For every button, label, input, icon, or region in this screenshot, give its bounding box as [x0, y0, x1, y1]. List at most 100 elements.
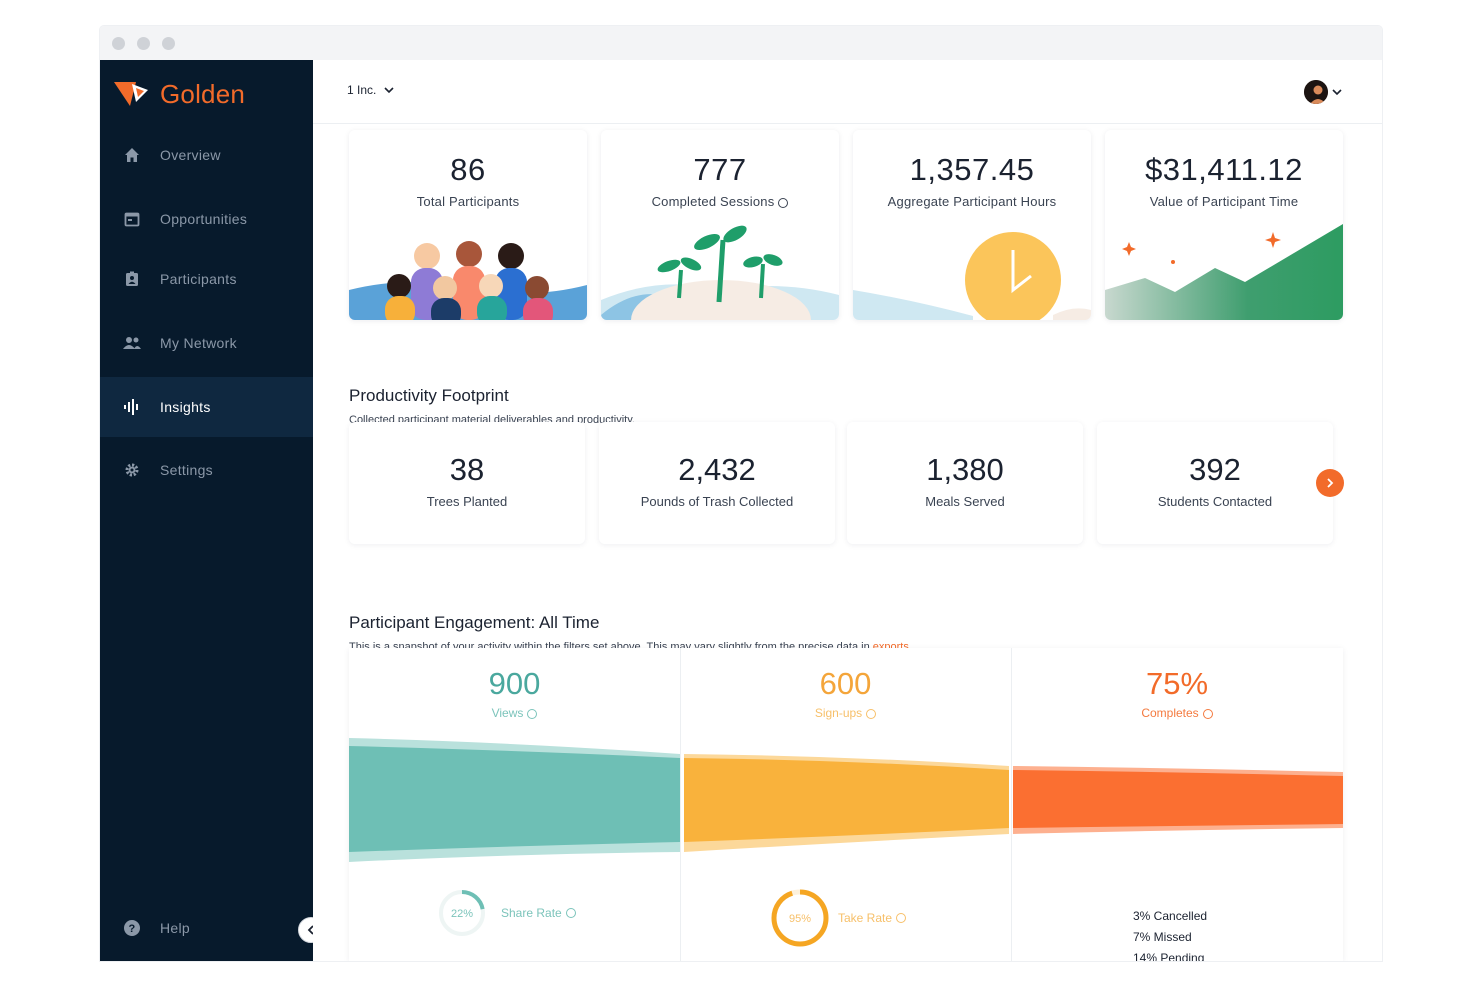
home-icon — [122, 145, 142, 165]
stat-label: Aggregate Participant Hours — [887, 194, 1057, 209]
calendar-icon — [122, 209, 142, 229]
funnel-column-signups: 600 Sign-ups 95% Take Rate — [680, 648, 1011, 961]
funnel-column-views: 900 Views 22% Share Rate — [349, 648, 680, 961]
sidebar-item-opportunities[interactable]: Opportunities — [100, 189, 313, 249]
productivity-value: 38 — [449, 452, 485, 487]
sidebar-item-overview[interactable]: Overview — [100, 125, 313, 185]
sidebar-item-label: Help — [160, 920, 190, 936]
stat-label: Total Participants — [416, 194, 520, 209]
productivity-value: 1,380 — [926, 452, 1004, 487]
productivity-card-students: 392 Students Contacted — [1097, 422, 1333, 544]
info-icon[interactable] — [1202, 708, 1213, 719]
sidebar-item-my-network[interactable]: My Network — [100, 313, 313, 373]
productivity-label: Trees Planted — [426, 494, 508, 509]
completion-breakdown: 3% Cancelled 7% Missed 14% Pending — [1133, 906, 1207, 961]
stat-card-completed-sessions: 777 Completed Sessions — [601, 130, 839, 320]
take-rate: 95% Take Rate — [770, 888, 907, 948]
funnel-column-completes: 75% Completes 3% Cancelled 7% Missed 14%… — [1011, 648, 1343, 961]
chevron-left-icon — [307, 925, 314, 935]
stat-card-participant-time-value: $31,411.12 Value of Participant Time — [1105, 130, 1343, 320]
help-icon: ? — [122, 918, 142, 938]
badge-icon — [122, 269, 142, 289]
productivity-card-meals: 1,380 Meals Served — [847, 422, 1083, 544]
engagement-title: Participant Engagement: All Time — [349, 613, 600, 632]
svg-text:22%: 22% — [451, 908, 473, 920]
productivity-label: Meals Served — [925, 494, 1005, 509]
stat-label: Completed Sessions — [601, 194, 839, 209]
take-rate-ring: 95% — [771, 889, 829, 947]
top-bar: 1 Inc. — [313, 60, 1382, 124]
funnel-value: 900 — [488, 666, 541, 701]
avatar — [1304, 80, 1328, 104]
sidebar-item-label: Opportunities — [160, 211, 248, 227]
stat-card-participant-hours: 1,357.45 Aggregate Participant Hours — [853, 130, 1091, 320]
engagement-funnel: 900 Views 22% Share Rate 600 Sign-ups — [349, 648, 1343, 961]
info-icon[interactable] — [778, 197, 789, 208]
sidebar-item-insights[interactable]: Insights — [100, 377, 313, 437]
people-illustration — [349, 241, 587, 320]
window-close-dot[interactable] — [112, 37, 125, 50]
funnel-label: Completes — [1011, 706, 1343, 720]
funnel-value: 600 — [819, 666, 872, 701]
sidebar: Golden Overview Opportunities Participan… — [100, 60, 324, 961]
info-icon[interactable] — [896, 913, 907, 923]
sidebar-item-label: My Network — [160, 335, 237, 351]
sidebar-item-label: Insights — [160, 399, 211, 415]
breakdown-cancelled: 3% Cancelled — [1133, 909, 1208, 923]
window-minimize-dot[interactable] — [137, 37, 150, 50]
people-icon — [122, 333, 142, 353]
sidebar-item-help[interactable]: ? Help — [100, 898, 313, 958]
sidebar-item-label: Participants — [160, 271, 237, 287]
productivity-value: 2,432 — [678, 452, 756, 487]
chevron-down-icon — [1332, 89, 1342, 96]
sidebar-item-participants[interactable]: Participants — [100, 249, 313, 309]
share-rate-ring: 22% — [439, 890, 485, 936]
funnel-label: Views — [349, 706, 680, 720]
main-content: 86 Total Participants 777 Completed Sess… — [313, 124, 1382, 961]
stat-label: Value of Participant Time — [1149, 194, 1299, 209]
clock-illustration — [853, 232, 1091, 320]
productivity-card-trash: 2,432 Pounds of Trash Collected — [599, 422, 835, 544]
productivity-value: 392 — [1189, 452, 1241, 487]
svg-text:95%: 95% — [789, 913, 811, 925]
organization-name: 1 Inc. — [347, 83, 377, 97]
sidebar-item-label: Overview — [160, 147, 221, 163]
funnel-label: Sign-ups — [680, 706, 1011, 720]
organization-select[interactable]: 1 Inc. — [347, 83, 394, 97]
column-divider — [680, 648, 681, 961]
column-divider — [1011, 648, 1012, 961]
info-icon[interactable] — [565, 908, 576, 918]
productivity-label: Students Contacted — [1157, 494, 1273, 509]
stat-value: $31,411.12 — [1145, 152, 1303, 187]
productivity-label: Pounds of Trash Collected — [640, 494, 794, 509]
brand-logo[interactable]: Golden — [114, 76, 245, 112]
user-menu[interactable] — [1304, 80, 1342, 104]
breakdown-pending: 14% Pending — [1133, 951, 1205, 961]
breakdown-missed: 7% Missed — [1133, 930, 1192, 944]
productivity-card-trees: 38 Trees Planted — [349, 422, 585, 544]
stat-card-total-participants: 86 Total Participants — [349, 130, 587, 320]
insights-icon — [122, 397, 142, 417]
sidebar-item-label: Settings — [160, 462, 213, 478]
chevron-right-icon — [1327, 478, 1334, 488]
funnel-bands — [349, 738, 1343, 862]
funnel-value: 75% — [1145, 666, 1209, 701]
productivity-title: Productivity Footprint — [349, 386, 509, 405]
info-icon[interactable] — [527, 708, 538, 719]
stat-value: 777 — [693, 152, 747, 187]
app-window: Golden Overview Opportunities Participan… — [100, 26, 1382, 961]
sidebar-item-settings[interactable]: Settings — [100, 440, 313, 500]
stat-value: 86 — [450, 152, 486, 187]
chevron-down-icon — [384, 87, 394, 94]
info-icon[interactable] — [866, 708, 877, 719]
gear-icon — [122, 460, 142, 480]
sprouts-illustration — [601, 225, 839, 320]
productivity-next-button[interactable] — [1316, 469, 1344, 497]
brand-name: Golden — [160, 78, 246, 109]
growth-illustration — [1105, 224, 1343, 320]
golden-logo-icon — [114, 82, 148, 106]
window-titlebar — [100, 26, 1382, 60]
svg-text:?: ? — [128, 923, 135, 935]
window-maximize-dot[interactable] — [162, 37, 175, 50]
stat-value: 1,357.45 — [909, 152, 1035, 187]
